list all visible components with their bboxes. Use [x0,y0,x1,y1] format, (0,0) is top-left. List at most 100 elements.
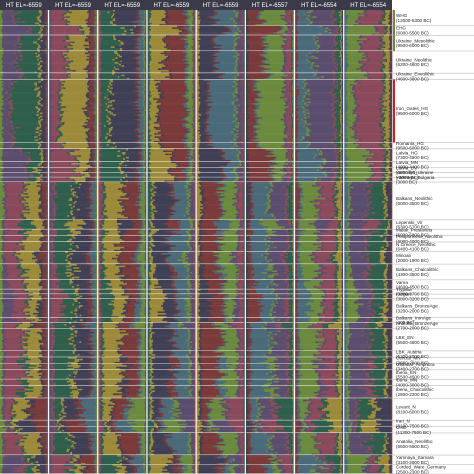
ancestry-segment [132,28,141,31]
ancestry-segment [70,229,76,232]
ancestry-segment [45,36,48,39]
ancestry-segment [42,218,47,221]
ancestry-segment [95,388,98,391]
ancestry-segment [54,218,57,221]
ancestry-segment [62,14,65,17]
ancestry-segment [44,62,47,64]
ancestry-segment [39,115,43,118]
ancestry-segment [41,300,47,303]
ancestry-segment [45,44,47,47]
ancestry-segment [2,279,7,282]
ancestry-segment [19,324,34,326]
ancestry-segment [88,393,92,396]
ancestry-segment [51,303,61,306]
ancestry-segment [46,117,48,120]
ancestry-segment [0,470,2,473]
ancestry-segment [8,112,12,115]
ancestry-segment [64,19,68,22]
ancestry-segment [21,182,25,184]
ancestry-segment [94,79,97,82]
ancestry-segment [5,234,23,236]
ancestry-segment [29,298,33,301]
ancestry-segment [84,221,94,224]
ancestry-segment [0,223,3,225]
ancestry-segment [94,17,96,20]
ancestry-segment [96,68,98,71]
ancestry-segment [46,11,48,14]
ancestry-segment [91,361,95,364]
ancestry-segment [73,180,76,183]
ancestry-segment [85,103,89,105]
ancestry-segment [33,324,39,326]
ancestry-segment [46,324,48,326]
ancestry-segment [62,99,88,102]
ancestry-segment [49,218,55,221]
ancestry-segment [49,147,52,150]
ancestry-segment [96,150,98,153]
ancestry-segment [98,39,102,42]
ancestry-segment [63,142,67,145]
ancestry-segment [39,216,43,219]
ancestry-segment [52,62,69,64]
ancestry-segment [74,331,78,334]
ancestry-segment [96,275,98,277]
ancestry-segment [95,354,98,356]
ancestry-segment [51,224,55,227]
ancestry-segment [98,51,102,53]
ancestry-segment [52,417,56,420]
ancestry-segment [16,402,28,405]
ancestry-segment [88,328,92,331]
ancestry-segment [0,260,4,263]
ancestry-segment [95,357,98,360]
ancestry-segment [49,104,52,107]
ancestry-segment [88,251,97,254]
ancestry-segment [0,391,3,394]
ancestry-segment [42,432,48,435]
ancestry-segment [2,169,25,172]
ancestry-segment [66,377,70,380]
ancestry-segment [89,305,94,307]
ancestry-segment [89,66,95,69]
ancestry-segment [49,221,52,224]
ancestry-segment [57,264,70,266]
ancestry-segment [0,218,4,221]
ancestry-segment [72,339,75,342]
ancestry-segment [53,401,61,404]
ancestry-segment [49,245,52,247]
ancestry-segment [26,161,30,164]
ancestry-segment [92,384,97,386]
ancestry-segment [87,55,90,58]
ancestry-segment [3,276,7,279]
ancestry-segment [47,188,48,191]
ancestry-segment [33,387,43,390]
ancestry-segment [135,51,144,53]
ancestry-segment [116,24,137,27]
ancestry-segment [86,409,97,412]
ancestry-segment [94,82,97,85]
ancestry-segment [38,193,43,195]
ancestry-segment [40,126,45,129]
ancestry-segment [79,305,83,307]
ancestry-segment [2,145,11,148]
ancestry-segment [7,213,21,216]
ancestry-segment [51,390,55,393]
ancestry-segment [57,101,60,104]
ancestry-segment [29,268,41,271]
ancestry-segment [2,303,13,306]
ancestry-segment [95,193,98,195]
ancestry-segment [72,170,76,173]
ancestry-segment [9,423,13,426]
ancestry-segment [26,339,39,342]
ancestry-segment [10,125,14,128]
ancestry-segment [22,308,25,311]
ancestry-segment [89,216,92,219]
ancestry-segment [3,65,17,68]
ancestry-segment [39,358,44,361]
ancestry-segment [95,440,98,443]
ancestry-segment [72,199,90,202]
ancestry-segment [88,330,92,333]
ancestry-segment [44,111,48,113]
ancestry-segment [70,336,75,339]
ancestry-segment [49,74,51,77]
ancestry-segment [81,107,86,110]
